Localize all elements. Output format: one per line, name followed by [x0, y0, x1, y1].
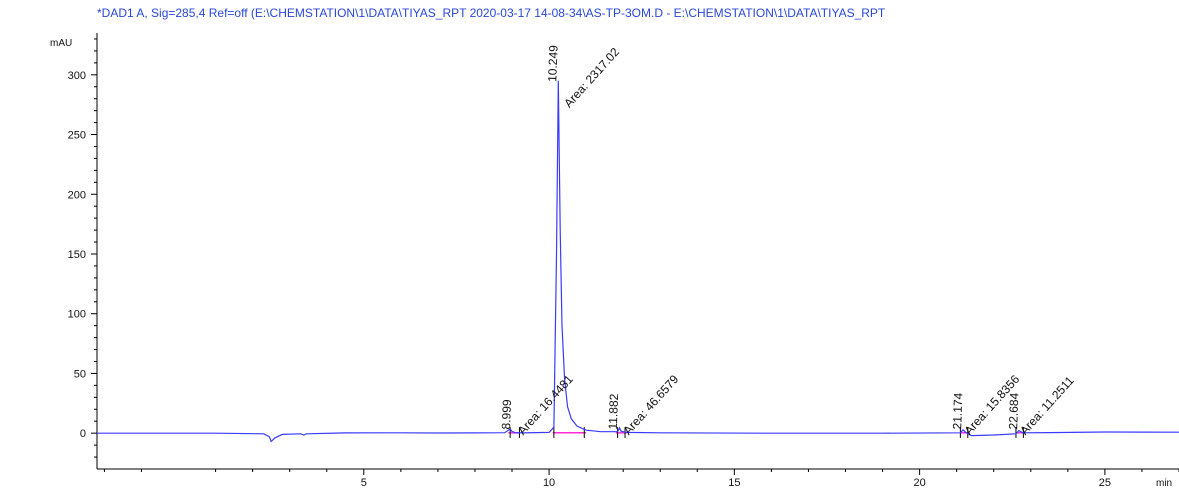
- peak-retention-time-label: 8.999: [499, 399, 514, 430]
- peak-area-label: Area: 11.2511: [1017, 373, 1077, 437]
- y-tick-label: 250: [68, 130, 86, 142]
- y-tick-label: 150: [68, 249, 86, 261]
- peak-retention-time-label: 21.174: [950, 392, 965, 429]
- y-tick-label: 0: [80, 428, 86, 440]
- y-tick-label: 200: [68, 189, 86, 201]
- y-tick-label: 300: [68, 70, 86, 82]
- peak-area-label: Area: 46.6579: [621, 372, 682, 438]
- x-minor-ticks: [103, 469, 1179, 472]
- x-tick-label: 10: [543, 477, 555, 489]
- x-axis-unit: min: [1156, 478, 1172, 489]
- x-ticks: 5 10 15 20 25: [361, 469, 1111, 489]
- peak-retention-time-label: 22.684: [1006, 392, 1021, 429]
- x-tick-label: 25: [1099, 477, 1111, 489]
- chart-title: *DAD1 A, Sig=285,4 Ref=off (E:\CHEMSTATI…: [97, 6, 886, 20]
- x-tick-label: 20: [913, 477, 925, 489]
- y-axis-unit: mAU: [50, 38, 72, 49]
- peak-retention-time-label: 10.249: [545, 45, 560, 82]
- y-tick-label: 50: [74, 368, 86, 380]
- x-tick-label: 15: [728, 477, 740, 489]
- x-tick-label: 5: [361, 477, 367, 489]
- signal-line: [97, 80, 1179, 443]
- y-minor-ticks: [94, 38, 97, 458]
- y-ticks: 0 50 100 150 200 250 300: [68, 70, 97, 440]
- peak-area-label: Area: 2317.02: [561, 45, 622, 111]
- peak-retention-time-label: 11.882: [606, 393, 621, 430]
- y-tick-label: 100: [68, 309, 86, 321]
